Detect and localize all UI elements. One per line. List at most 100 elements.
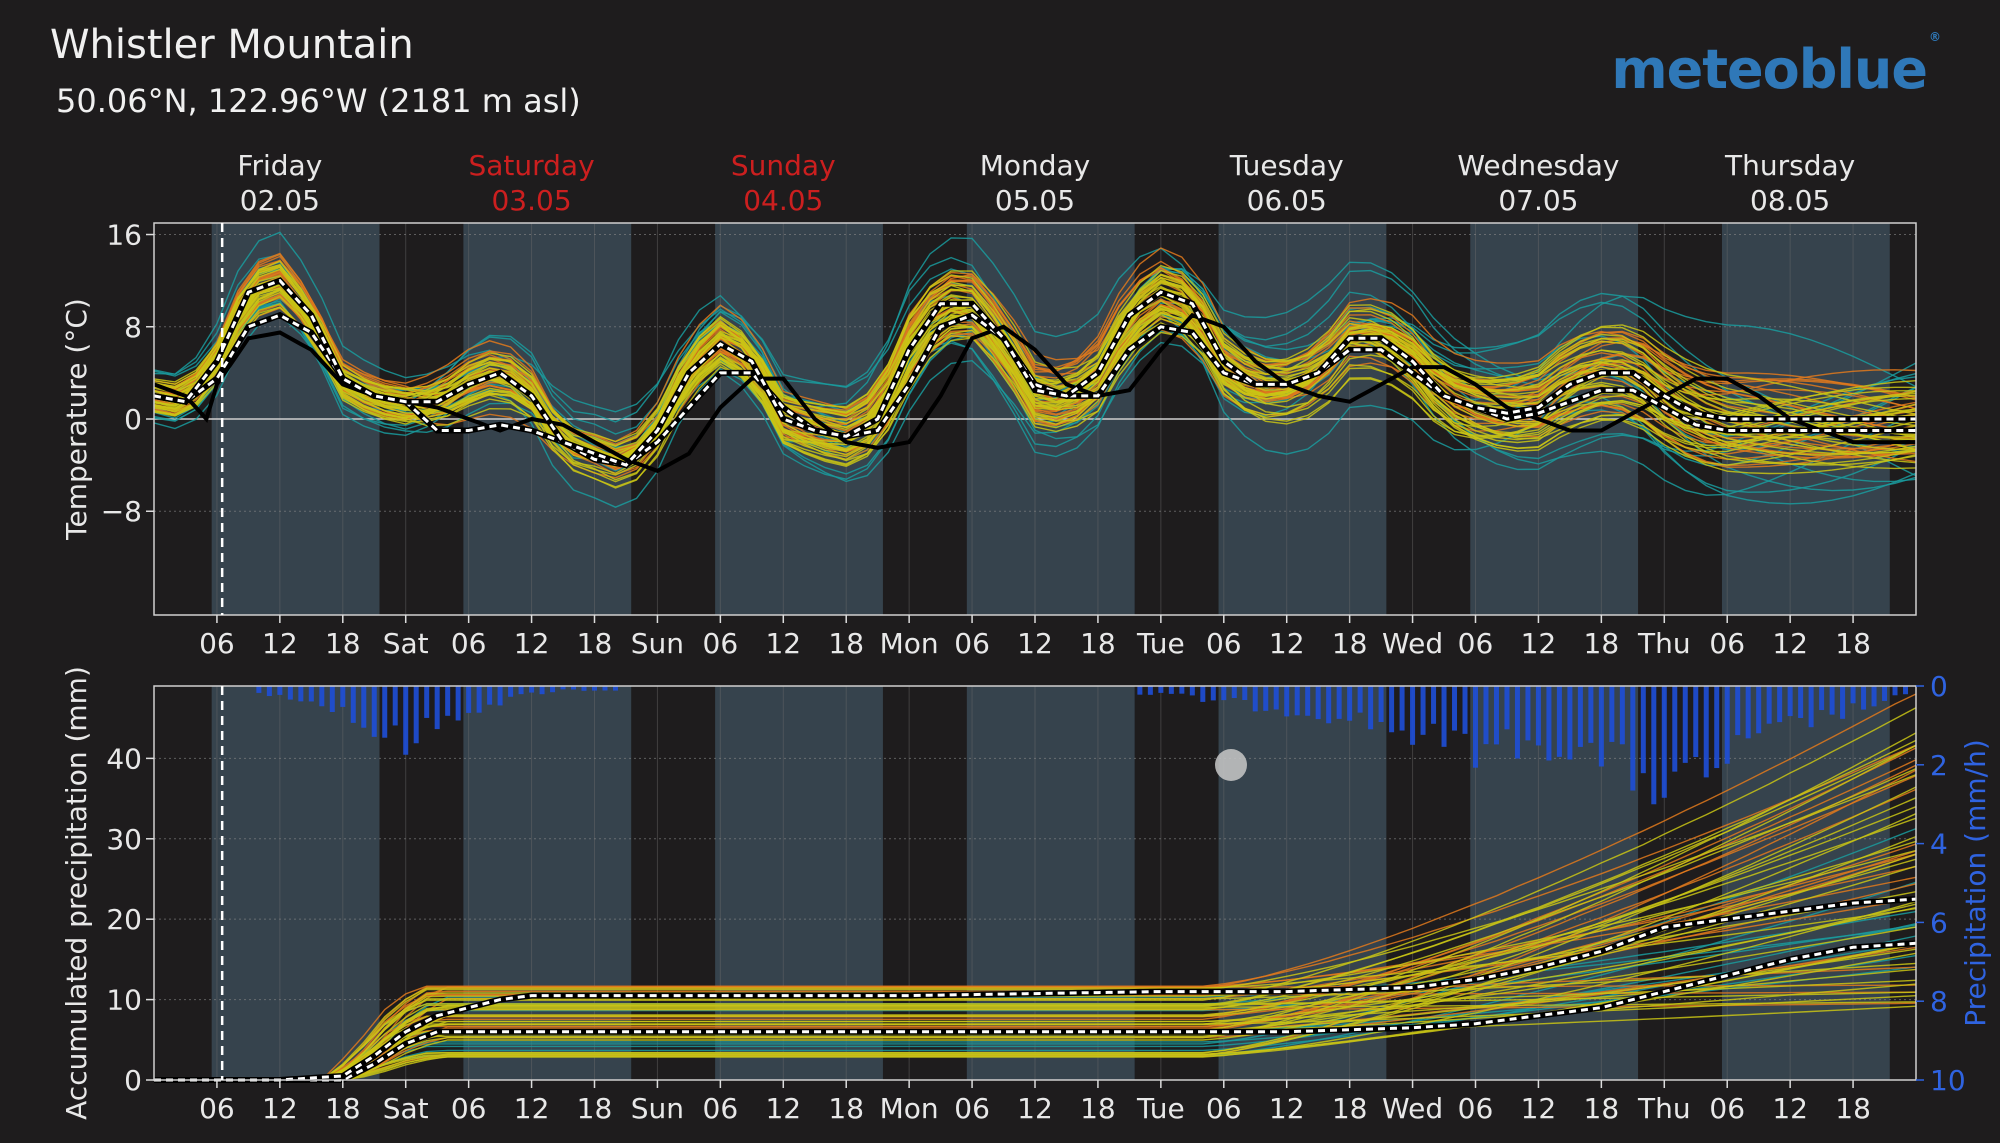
precipitation-bar <box>1420 686 1426 735</box>
precipitation-bar <box>1273 686 1279 710</box>
day-date-label: 07.05 <box>1498 184 1578 217</box>
x-tick-label: 18 <box>1584 627 1620 660</box>
precipitation-bar <box>1473 686 1478 768</box>
precipitation-bar <box>319 686 325 707</box>
x-tick-label: 06 <box>199 627 235 660</box>
precipitation-bar <box>1766 686 1772 724</box>
ensemble-member-line <box>153 280 1917 447</box>
ensemble-member-line <box>154 991 1917 1081</box>
precipitation-bar <box>497 686 503 706</box>
precipitation-bar <box>1357 686 1363 713</box>
precipitation-bar <box>1263 686 1269 711</box>
precipitation-bar <box>1588 686 1594 743</box>
precipitation-bar <box>1850 686 1856 704</box>
x-tick-label: Mon <box>880 1092 939 1125</box>
precipitation-bar <box>550 686 556 693</box>
y-tick-label: −8 <box>101 495 142 528</box>
x-tick-label: 18 <box>828 627 864 660</box>
precipitation-bar <box>1892 686 1898 696</box>
x-tick-label: 18 <box>1332 627 1368 660</box>
ensemble-member-line <box>154 744 1917 1081</box>
precipitation-bar <box>1525 686 1531 741</box>
median-line <box>154 941 1917 1082</box>
x-tick-label: 06 <box>954 1092 990 1125</box>
precipitation-bar <box>1798 686 1804 718</box>
location-title: Whistler Mountain <box>50 22 414 68</box>
day-name-label: Wednesday <box>1457 149 1619 182</box>
location-coordinates: 50.06°N, 122.96°W (2181 m asl) <box>56 82 581 120</box>
precipitation-bar <box>1682 686 1688 763</box>
precipitation-bar <box>1242 686 1248 700</box>
mean-line <box>154 897 1917 1082</box>
x-tick-label: 18 <box>1835 1092 1871 1125</box>
y2-tick-label: 4 <box>1930 828 1948 861</box>
precipitation-bar <box>1661 686 1667 798</box>
precipitation-bar <box>1137 686 1143 695</box>
ensemble-member-line <box>153 263 1917 460</box>
x-tick-label: 18 <box>1332 1092 1368 1125</box>
precipitation-bar <box>466 686 472 713</box>
y-tick-label: 0 <box>124 403 142 436</box>
y-tick-label: 0 <box>124 1064 142 1097</box>
x-tick-label: Tue <box>1136 627 1185 660</box>
ensemble-member-line <box>154 707 1917 1081</box>
ensemble-member-line <box>154 926 1917 1081</box>
x-tick-label: Sun <box>631 627 684 660</box>
day-name-label: Thursday <box>1724 149 1855 182</box>
precipitation-bar <box>1724 686 1730 764</box>
x-tick-label: 06 <box>451 1092 487 1125</box>
x-tick-label: 06 <box>954 627 990 660</box>
x-tick-label: 06 <box>1458 627 1494 660</box>
ensemble-member-line <box>154 850 1917 1081</box>
y2-tick-label: 6 <box>1930 906 1948 939</box>
precipitation-bar <box>1808 686 1814 728</box>
daylight-band <box>211 686 380 1080</box>
precipitation-bar <box>560 686 566 690</box>
precipitation-bar <box>1819 686 1825 711</box>
ensemble-member-line <box>154 923 1917 1081</box>
precipitation-bar <box>308 686 314 702</box>
x-tick-label: 18 <box>577 627 613 660</box>
x-tick-label: 18 <box>577 1092 613 1125</box>
precipitation-bar <box>1210 686 1216 701</box>
precipitation-bar <box>1619 686 1625 745</box>
precipitation-bar <box>350 686 356 723</box>
precipitation-bar <box>1777 686 1783 723</box>
precipitation-bar <box>1703 686 1709 778</box>
day-name-label: Tuesday <box>1229 149 1344 182</box>
x-tick-label: 06 <box>199 1092 235 1125</box>
x-tick-label: Sun <box>631 1092 684 1125</box>
precipitation-bar <box>1514 686 1520 759</box>
precipitation-bar <box>1284 686 1290 717</box>
x-tick-label: Wed <box>1382 1092 1443 1125</box>
ensemble-member-line <box>154 901 1917 1081</box>
ensemble-member-line <box>154 768 1917 1081</box>
x-tick-label: 12 <box>262 1092 298 1125</box>
precipitation-bar <box>1787 686 1793 717</box>
temperature-axis-label: Temperature (°C) <box>60 298 93 541</box>
precipitation-bar <box>1189 686 1195 696</box>
precipitation-bar <box>445 686 451 716</box>
precipitation-bar <box>1305 686 1311 716</box>
x-tick-label: 12 <box>765 627 801 660</box>
precipitation-bar <box>1326 686 1332 724</box>
precipitation-bar <box>1840 686 1846 719</box>
precipitation-bar <box>371 686 377 737</box>
precipitation-bar <box>1347 686 1353 721</box>
precipitation-bar <box>487 686 493 705</box>
ensemble-member-line <box>154 858 1917 1081</box>
precipitation-bar <box>403 686 409 755</box>
day-date-label: 08.05 <box>1750 184 1830 217</box>
x-tick-label: 06 <box>1206 1092 1242 1125</box>
x-tick-label: 06 <box>703 1092 739 1125</box>
precipitation-bar <box>508 686 514 697</box>
y2-tick-label: 0 <box>1930 670 1948 703</box>
day-date-label: 05.05 <box>995 184 1075 217</box>
precipitation-bar <box>1693 686 1699 758</box>
precipitation-bar <box>1462 686 1468 734</box>
precipitation-bar <box>1714 686 1720 769</box>
x-tick-label: 12 <box>514 627 550 660</box>
y-tick-label: 30 <box>106 823 142 856</box>
precipitation-bar <box>1577 686 1583 747</box>
